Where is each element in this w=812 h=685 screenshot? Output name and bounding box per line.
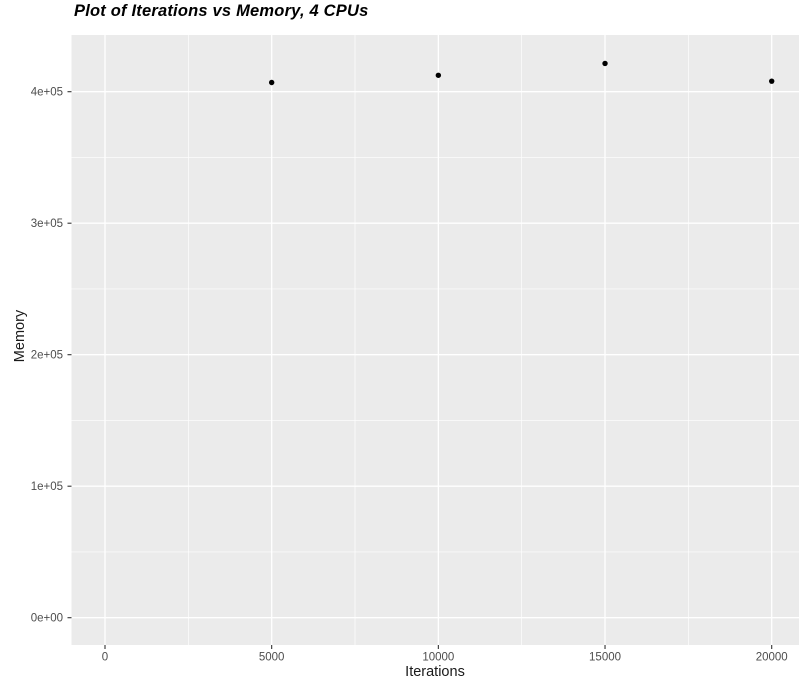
panel-background-layer xyxy=(71,35,799,645)
x-tick-label: 0 xyxy=(102,652,108,664)
x-tick-label: 20000 xyxy=(756,652,788,664)
data-point xyxy=(769,78,775,84)
y-tick-label: 0e+00 xyxy=(31,613,63,625)
chart-title: Plot of Iterations vs Memory, 4 CPUs xyxy=(74,2,369,20)
y-tick-label: 2e+05 xyxy=(31,350,63,362)
y-tick-label: 3e+05 xyxy=(31,218,63,230)
x-tick-label: 5000 xyxy=(259,652,285,664)
data-point xyxy=(268,79,275,86)
minor-gridlines-layer xyxy=(71,35,799,645)
panel-background xyxy=(71,35,799,645)
x-tick-label: 10000 xyxy=(422,652,454,664)
x-axis-title: Iterations xyxy=(405,664,465,680)
data-points-layer xyxy=(268,60,775,86)
major-gridlines-layer xyxy=(71,35,799,645)
data-point xyxy=(602,60,608,67)
data-point xyxy=(435,72,442,78)
y-tick-label: 4e+05 xyxy=(31,87,63,99)
tick-labels-layer: 0 5000 10000 15000 20000 0e+00 1e+05 2e+05 3e+05… xyxy=(31,87,788,664)
x-tick-label: 15000 xyxy=(589,652,621,664)
axis-ticks-layer xyxy=(67,91,773,649)
y-tick-label: 1e+05 xyxy=(31,481,63,493)
y-axis-title: Memory xyxy=(12,309,28,362)
